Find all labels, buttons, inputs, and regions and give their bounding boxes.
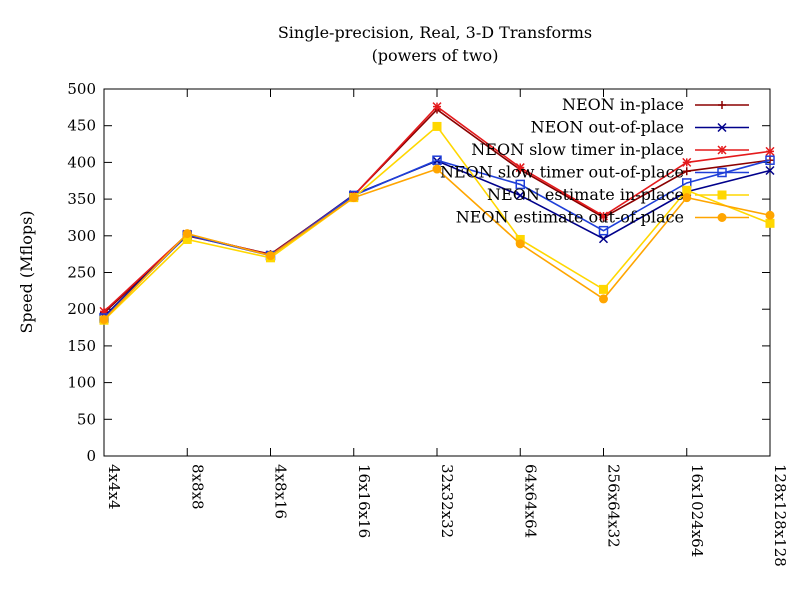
data-point-marker <box>599 294 608 304</box>
x-tick-label: 128x128x128 <box>771 464 789 567</box>
data-point-marker <box>99 314 109 324</box>
legend: NEON in-place NEON out-of-place NEON slow … <box>440 95 749 227</box>
y-tick-label: 200 <box>67 300 96 318</box>
legend-item: NEON out-of-place <box>531 118 749 137</box>
data-point-marker <box>717 167 727 178</box>
legend-label: NEON slow timer out-of-place <box>440 163 684 182</box>
legend-label: NEON estimate in-place <box>487 185 684 204</box>
legend-item: NEON slow timer in-place <box>471 140 749 159</box>
legend-item: NEON estimate out-of-place <box>456 208 749 227</box>
x-tick-label: 8x8x8 <box>188 464 206 510</box>
y-tick-label: 450 <box>67 117 96 135</box>
data-point-marker <box>765 210 775 220</box>
x-tick-label: 4x8x16 <box>272 464 290 519</box>
data-point-marker <box>765 146 775 156</box>
x-tick-label: 16x16x16 <box>355 464 373 538</box>
data-point-marker <box>432 102 442 112</box>
data-point-marker <box>682 193 692 203</box>
y-tick-label: 500 <box>67 80 96 98</box>
y-tick-label: 0 <box>86 447 96 465</box>
legend-item: NEON estimate in-place <box>487 185 749 204</box>
y-tick-label: 100 <box>67 374 96 392</box>
data-point-marker <box>598 225 609 236</box>
data-point-marker <box>718 101 726 109</box>
data-point-marker <box>765 165 775 176</box>
chart-subtitle: (powers of two) <box>372 46 499 65</box>
data-point-marker <box>717 122 727 133</box>
legend-label: NEON in-place <box>562 95 684 114</box>
data-point-marker <box>182 229 192 239</box>
y-axis-label: Speed (Mflops) <box>17 210 36 333</box>
data-point-marker <box>682 167 691 176</box>
legend-label: NEON estimate out-of-place <box>456 208 684 227</box>
data-point-marker <box>717 145 727 155</box>
legend-item: NEON slow timer out-of-place <box>440 163 749 182</box>
series-layer <box>99 102 775 325</box>
data-point-marker <box>682 157 692 167</box>
data-point-marker <box>717 190 727 200</box>
chart-title: Single-precision, Real, 3-D Transforms <box>278 23 592 42</box>
data-point-marker <box>598 234 609 244</box>
series-line <box>103 159 771 319</box>
data-point-marker <box>432 121 442 131</box>
data-point-marker <box>266 251 275 261</box>
y-axis: 0 50 100 150 200 250 300 350 400 450 500 <box>67 80 770 465</box>
y-tick-label: 50 <box>77 410 96 428</box>
data-point-marker <box>432 164 442 174</box>
data-point-marker <box>349 193 359 203</box>
data-point-marker <box>599 284 608 294</box>
data-point-marker <box>515 163 525 173</box>
legend-label: NEON slow timer in-place <box>471 140 684 159</box>
data-point-marker <box>717 213 727 222</box>
data-point-marker <box>765 155 775 165</box>
data-point-marker <box>515 179 525 190</box>
x-tick-label: 32x32x32 <box>438 464 456 538</box>
data-point-marker <box>765 218 775 228</box>
data-point-marker <box>515 190 525 200</box>
x-tick-label: 4x4x4 <box>105 464 123 510</box>
y-tick-label: 150 <box>67 337 96 355</box>
series-6 <box>99 164 775 324</box>
x-axis: 4x4x4 8x8x8 4x8x16 16x16x16 32x32x32 64x64x64… <box>103 89 789 567</box>
y-tick-label: 250 <box>67 264 96 282</box>
y-tick-label: 300 <box>67 227 96 245</box>
data-point-marker <box>432 155 442 165</box>
data-point-marker <box>515 239 525 249</box>
x-tick-label: 256x64x32 <box>605 464 623 548</box>
legend-item: NEON in-place <box>562 95 749 114</box>
x-tick-label: 64x64x64 <box>521 464 539 538</box>
y-tick-label: 400 <box>67 153 96 171</box>
x-tick-label: 16x1024x64 <box>688 464 706 557</box>
data-point-marker <box>598 211 609 221</box>
legend-label: NEON out-of-place <box>531 118 684 137</box>
y-tick-label: 350 <box>67 190 96 208</box>
